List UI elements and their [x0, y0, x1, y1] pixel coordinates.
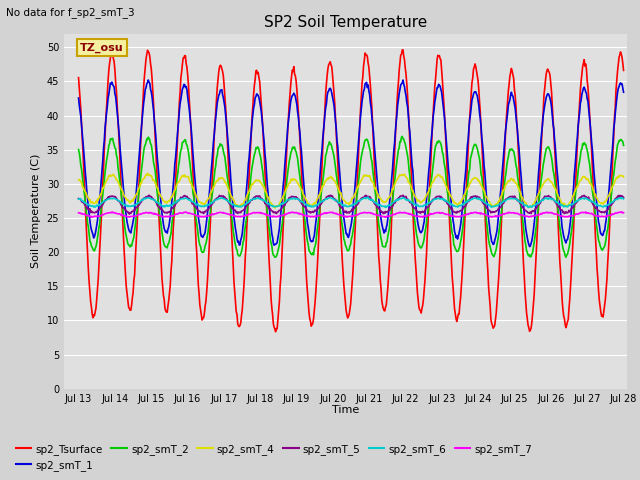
sp2_smT_7 — [381, 215, 389, 220]
sp2_smT_5 — [145, 192, 153, 198]
sp2_smT_1 — [225, 157, 233, 163]
sp2_smT_2 — [620, 143, 627, 148]
sp2_smT_5 — [435, 193, 442, 199]
sp2_Tsurface — [75, 75, 83, 81]
sp2_smT_4 — [271, 205, 278, 211]
Line: sp2_smT_1: sp2_smT_1 — [79, 80, 623, 247]
sp2_smT_4 — [84, 195, 92, 201]
sp2_smT_1 — [141, 94, 148, 100]
Line: sp2_smT_2: sp2_smT_2 — [79, 136, 623, 257]
sp2_smT_5 — [125, 211, 133, 217]
sp2_smT_1 — [418, 228, 426, 234]
sp2_smT_1 — [145, 77, 152, 83]
sp2_smT_6 — [141, 196, 148, 202]
sp2_smT_7 — [418, 214, 426, 219]
sp2_Tsurface — [84, 267, 92, 273]
sp2_smT_4 — [419, 198, 426, 204]
Y-axis label: Soil Temperature (C): Soil Temperature (C) — [31, 154, 41, 268]
sp2_smT_5 — [141, 195, 149, 201]
sp2_smT_2 — [434, 140, 442, 145]
sp2_smT_7 — [434, 210, 442, 216]
sp2_smT_7 — [617, 209, 625, 215]
sp2_smT_5 — [227, 201, 234, 207]
Title: SP2 Soil Temperature: SP2 Soil Temperature — [264, 15, 428, 30]
Line: sp2_smT_7: sp2_smT_7 — [79, 212, 623, 217]
sp2_smT_2 — [196, 242, 204, 248]
X-axis label: Time: Time — [332, 405, 359, 415]
sp2_smT_6 — [196, 203, 204, 209]
sp2_Tsurface — [399, 47, 407, 53]
sp2_smT_1 — [620, 89, 627, 95]
sp2_smT_2 — [562, 254, 570, 260]
sp2_smT_6 — [434, 195, 442, 201]
sp2_smT_1 — [434, 84, 442, 90]
sp2_smT_4 — [196, 200, 204, 205]
sp2_smT_6 — [225, 199, 232, 204]
sp2_smT_7 — [75, 210, 83, 216]
sp2_smT_7 — [620, 210, 627, 216]
sp2_smT_4 — [143, 170, 151, 176]
sp2_smT_2 — [418, 244, 426, 250]
sp2_smT_5 — [84, 206, 92, 212]
sp2_smT_4 — [620, 174, 627, 180]
sp2_smT_2 — [75, 147, 83, 153]
sp2_smT_2 — [84, 224, 92, 230]
Line: sp2_smT_4: sp2_smT_4 — [79, 173, 623, 208]
sp2_smT_6 — [364, 194, 372, 200]
sp2_smT_6 — [620, 196, 627, 202]
Line: sp2_smT_5: sp2_smT_5 — [79, 195, 623, 214]
sp2_smT_2 — [398, 133, 406, 139]
sp2_smT_7 — [84, 213, 92, 219]
sp2_smT_7 — [225, 211, 232, 217]
sp2_Tsurface — [419, 302, 426, 308]
sp2_smT_1 — [75, 95, 83, 101]
Text: TZ_osu: TZ_osu — [81, 43, 124, 53]
Text: No data for f_sp2_smT_3: No data for f_sp2_smT_3 — [6, 7, 135, 18]
sp2_smT_4 — [225, 188, 233, 193]
sp2_smT_6 — [84, 202, 92, 207]
sp2_smT_6 — [528, 204, 536, 210]
sp2_smT_4 — [141, 175, 148, 181]
sp2_smT_7 — [196, 214, 204, 220]
sp2_Tsurface — [272, 329, 280, 335]
sp2_smT_1 — [525, 244, 533, 250]
sp2_Tsurface — [225, 164, 232, 170]
Legend: sp2_Tsurface, sp2_smT_1, sp2_smT_2, sp2_smT_4, sp2_smT_5, sp2_smT_6, sp2_smT_7: sp2_Tsurface, sp2_smT_1, sp2_smT_2, sp2_… — [12, 439, 536, 475]
sp2_smT_6 — [418, 204, 426, 209]
sp2_Tsurface — [620, 68, 627, 73]
sp2_Tsurface — [196, 302, 204, 308]
sp2_smT_1 — [84, 206, 92, 212]
sp2_smT_2 — [225, 183, 232, 189]
Line: sp2_Tsurface: sp2_Tsurface — [79, 50, 623, 332]
sp2_smT_5 — [419, 208, 426, 214]
sp2_smT_6 — [75, 196, 83, 202]
sp2_smT_4 — [75, 177, 83, 182]
sp2_Tsurface — [141, 73, 148, 79]
sp2_smT_1 — [196, 230, 204, 236]
sp2_smT_7 — [141, 210, 148, 216]
sp2_smT_2 — [141, 144, 148, 149]
Line: sp2_smT_6: sp2_smT_6 — [79, 197, 623, 207]
sp2_smT_5 — [75, 196, 83, 202]
sp2_smT_5 — [198, 210, 205, 216]
sp2_smT_4 — [435, 172, 442, 178]
sp2_smT_5 — [620, 194, 627, 200]
sp2_Tsurface — [435, 53, 442, 59]
